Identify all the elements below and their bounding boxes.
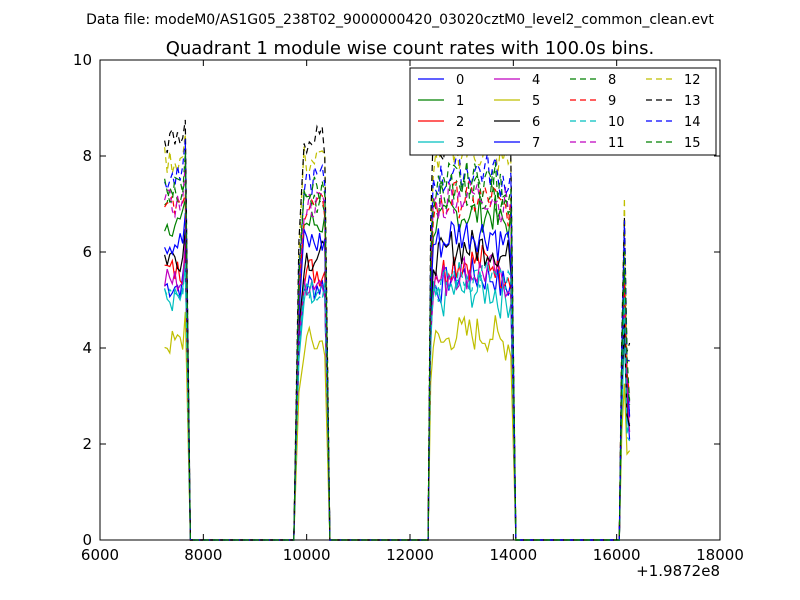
y-tick-label: 2 — [82, 435, 92, 453]
legend-label-8: 8 — [608, 73, 616, 88]
y-tick-label: 0 — [82, 531, 92, 549]
legend-label-1: 1 — [456, 94, 464, 109]
y-tick-label: 6 — [82, 243, 92, 261]
series-layer — [164, 114, 631, 541]
y-tick-label: 4 — [82, 339, 92, 357]
x-offset-label: +1.9872e8 — [636, 562, 720, 580]
x-tick-label: 12000 — [386, 546, 434, 564]
legend-label-15: 15 — [684, 136, 701, 151]
x-tick-label: 14000 — [489, 546, 537, 564]
legend-label-13: 13 — [684, 94, 701, 109]
legend-label-2: 2 — [456, 115, 464, 130]
legend-label-12: 12 — [684, 73, 701, 88]
x-tick-label: 6000 — [81, 546, 119, 564]
legend-label-14: 14 — [684, 115, 701, 130]
y-tick-label: 10 — [73, 51, 92, 69]
data-file-label: Data file: modeM0/AS1G05_238T02_90000004… — [86, 12, 714, 28]
x-tick-label: 10000 — [283, 546, 331, 564]
legend-label-6: 6 — [532, 115, 540, 130]
x-tick-label: 8000 — [184, 546, 222, 564]
legend-label-0: 0 — [456, 73, 464, 88]
x-tick-label: 16000 — [593, 546, 641, 564]
legend-label-11: 11 — [608, 136, 625, 151]
chart-title: Quadrant 1 module wise count rates with … — [166, 38, 655, 59]
legend-label-5: 5 — [532, 94, 540, 109]
series-line-15 — [164, 152, 631, 541]
legend-label-10: 10 — [608, 115, 625, 130]
legend-label-3: 3 — [456, 136, 464, 151]
y-tick-label: 8 — [82, 147, 92, 165]
x-tick-label: 18000 — [696, 546, 744, 564]
legend-label-9: 9 — [608, 94, 616, 109]
legend-label-4: 4 — [532, 73, 540, 88]
legend-label-7: 7 — [532, 136, 540, 151]
legend-box — [409, 67, 717, 156]
